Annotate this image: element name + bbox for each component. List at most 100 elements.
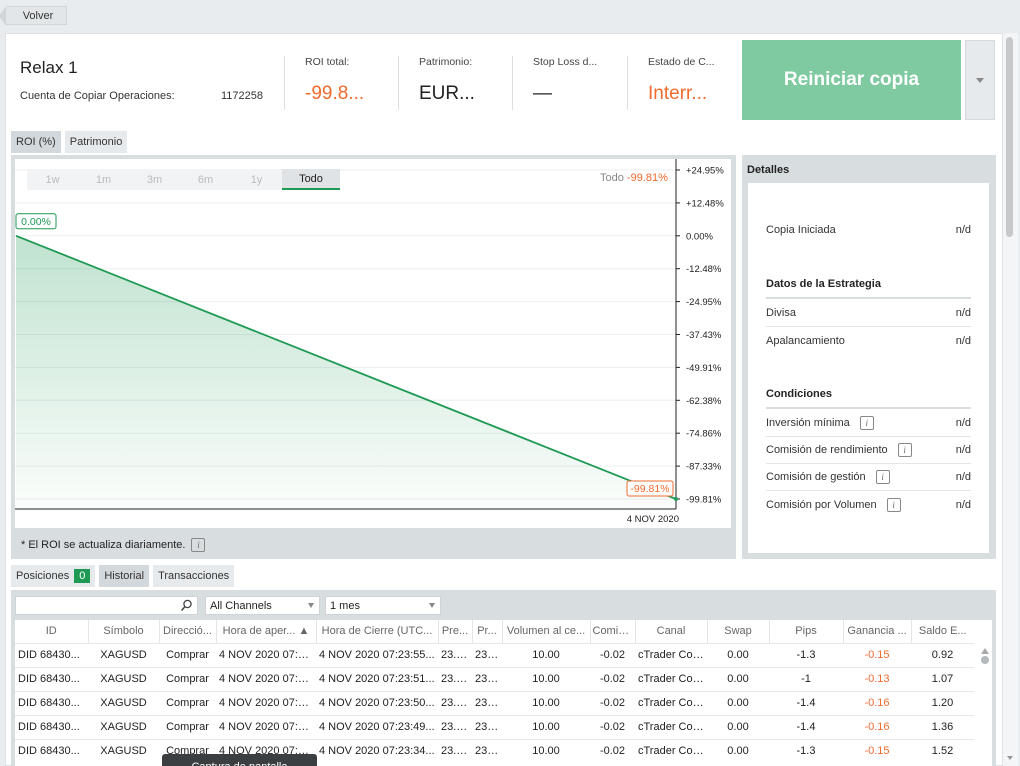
table-cell: 4 NOV 2020 07:23:50... bbox=[316, 690, 438, 715]
table-row[interactable]: DID 68430... XAGUSD Comprar 4 NOV 2020 07:2… bbox=[15, 642, 974, 667]
restart-options-dropdown[interactable] bbox=[965, 40, 995, 120]
scroll-down-icon bbox=[1007, 756, 1013, 760]
column-header[interactable]: Saldo E... bbox=[910, 620, 974, 643]
column-header[interactable]: Pr... bbox=[471, 620, 502, 643]
page-scroll-thumb[interactable] bbox=[1006, 37, 1013, 237]
range-tab-all[interactable]: Todo bbox=[282, 169, 340, 190]
info-icon[interactable]: i bbox=[191, 538, 206, 552]
table-cell: DID 68430... bbox=[15, 738, 88, 763]
table-cell: 4 NOV 2020 07:23:49... bbox=[316, 714, 438, 739]
tab-history[interactable]: Historial bbox=[99, 565, 150, 587]
detail-row-performance-fee: Comisión de rendimiento i n/d bbox=[766, 437, 971, 464]
stat-label: Stop Loss d... bbox=[533, 56, 598, 68]
column-header[interactable]: Ganancia ... bbox=[842, 620, 911, 643]
column-header[interactable]: Comis... bbox=[589, 620, 635, 643]
stat-stop-loss: Stop Loss d... — bbox=[533, 56, 628, 112]
main-panel: Relax 1 Cuenta de Copiar Operaciones: 11… bbox=[5, 33, 1003, 766]
detail-label: Divisa bbox=[766, 307, 796, 319]
range-tab-1y[interactable]: 1y bbox=[231, 169, 282, 190]
table-row[interactable]: DID 68430... XAGUSD Comprar 4 NOV 2020 07:2… bbox=[15, 738, 974, 763]
detail-value: n/d bbox=[955, 498, 971, 511]
y-tick-label: -49.91% bbox=[686, 363, 722, 374]
table-cell: 23.... bbox=[472, 690, 502, 715]
stat-value: — bbox=[533, 83, 552, 104]
range-tab-1w[interactable]: 1w bbox=[27, 169, 78, 190]
scroll-thumb[interactable] bbox=[981, 656, 989, 664]
chart-panel: +24.95% +12.48% 0.00% -12.48% -24.95% -37.43%… bbox=[11, 155, 736, 559]
y-tick-label: +24.95% bbox=[686, 166, 724, 177]
stat-value: -99.8... bbox=[305, 83, 365, 104]
range-tab-1m[interactable]: 1m bbox=[78, 169, 129, 190]
detail-row-management-fee: Comisión de gestión i n/d bbox=[766, 464, 971, 491]
area-fill bbox=[16, 235, 676, 509]
conditions-heading: Condiciones bbox=[766, 388, 971, 409]
tab-equity[interactable]: Patrimonio bbox=[64, 131, 128, 153]
column-header[interactable]: Pre... bbox=[437, 620, 472, 643]
table-cell: DID 68430... bbox=[15, 714, 88, 739]
chart-summary: Todo -99.81% bbox=[600, 172, 668, 184]
details-title: Detalles bbox=[747, 164, 790, 176]
info-icon[interactable]: i bbox=[859, 416, 874, 430]
table-cell: 10.00 bbox=[502, 738, 590, 763]
tab-transactions[interactable]: Transacciones bbox=[153, 565, 235, 587]
tab-roi[interactable]: ROI (%) bbox=[11, 131, 61, 153]
detail-label: Comisión por Volumen bbox=[766, 498, 877, 511]
table-row[interactable]: DID 68430... XAGUSD Comprar 4 NOV 2020 07:2… bbox=[15, 714, 974, 739]
column-header[interactable]: Hora de aper... ▲ bbox=[215, 620, 316, 643]
table-cell: 0.00 bbox=[707, 738, 769, 763]
table-cell: XAGUSD bbox=[88, 738, 159, 763]
period-select[interactable]: 1 mes bbox=[325, 596, 441, 615]
divider bbox=[284, 56, 285, 110]
range-tab-6m[interactable]: 6m bbox=[180, 169, 231, 190]
column-header[interactable]: ID bbox=[45, 625, 57, 638]
table-row[interactable]: DID 68430... XAGUSD Comprar 4 NOV 2020 07:2… bbox=[15, 666, 974, 691]
channel-select[interactable]: All Channels bbox=[205, 596, 320, 615]
chart-tabs: ROI (%) Patrimonio bbox=[11, 131, 128, 153]
table-cell: 4 NOV 2020 07:2... bbox=[216, 714, 316, 739]
stat-roi-total: ROI total: -99.8... bbox=[305, 56, 405, 112]
table-cell: -1.4 bbox=[769, 714, 843, 739]
table-cell: Comprar bbox=[159, 642, 216, 667]
chevron-down-icon bbox=[976, 77, 984, 83]
column-header[interactable]: Hora de Cierre (UTC... bbox=[315, 620, 438, 643]
detail-row-volume-fee: Comisión por Volumen i n/d bbox=[766, 491, 971, 518]
page-scrollbar[interactable] bbox=[1003, 33, 1018, 766]
search-input[interactable] bbox=[15, 596, 198, 615]
restart-copy-button[interactable]: Reiniciar copia bbox=[742, 40, 961, 120]
range-tab-3m[interactable]: 3m bbox=[129, 169, 180, 190]
column-header[interactable]: Volumen al ce... bbox=[501, 620, 590, 643]
table-cell: Comprar bbox=[159, 714, 216, 739]
stat-value: EUR... bbox=[419, 83, 475, 104]
info-icon[interactable]: i bbox=[886, 497, 901, 512]
info-icon[interactable]: i bbox=[897, 443, 912, 457]
series-line bbox=[15, 234, 677, 500]
y-tick-label: -74.86% bbox=[686, 429, 722, 440]
table-cell: 10.00 bbox=[502, 690, 590, 715]
back-button[interactable]: Volver bbox=[0, 6, 67, 26]
table-cell: 23.799 bbox=[438, 738, 472, 763]
y-tick-label: -99.81% bbox=[686, 495, 722, 506]
tab-positions[interactable]: Posiciones 0 bbox=[11, 565, 96, 587]
account-label: Cuenta de Copiar Operaciones: bbox=[20, 90, 175, 102]
strategy-name: Relax 1 bbox=[20, 58, 78, 77]
column-header[interactable]: Canal bbox=[634, 620, 707, 643]
y-tick-label: -12.48% bbox=[686, 264, 722, 275]
table-cell: -1.3 bbox=[769, 642, 843, 667]
column-header[interactable]: Swap bbox=[706, 620, 769, 643]
table-cell: -0.16 bbox=[843, 714, 911, 739]
table-cell: 0.00 bbox=[707, 666, 769, 691]
y-tick-label: -37.43% bbox=[686, 330, 722, 341]
column-header[interactable]: Pips bbox=[768, 620, 843, 643]
table-cell: -0.02 bbox=[590, 714, 635, 739]
table-scrollbar[interactable] bbox=[978, 646, 992, 766]
table-row[interactable]: DID 68430... XAGUSD Comprar 4 NOV 2020 07:2… bbox=[15, 690, 974, 715]
info-icon[interactable]: i bbox=[875, 470, 890, 484]
stat-value: Interr... bbox=[648, 83, 708, 104]
chart-summary-label: Todo bbox=[600, 172, 624, 184]
table-cell: -1 bbox=[769, 666, 843, 691]
column-header[interactable]: Símbolo bbox=[87, 620, 159, 643]
table-cell: 10.00 bbox=[502, 666, 590, 691]
history-tabs: Posiciones 0 Historial Transacciones bbox=[11, 565, 235, 587]
column-header[interactable]: Direcció... bbox=[158, 620, 216, 643]
end-value-label: -99.81% bbox=[630, 483, 669, 495]
